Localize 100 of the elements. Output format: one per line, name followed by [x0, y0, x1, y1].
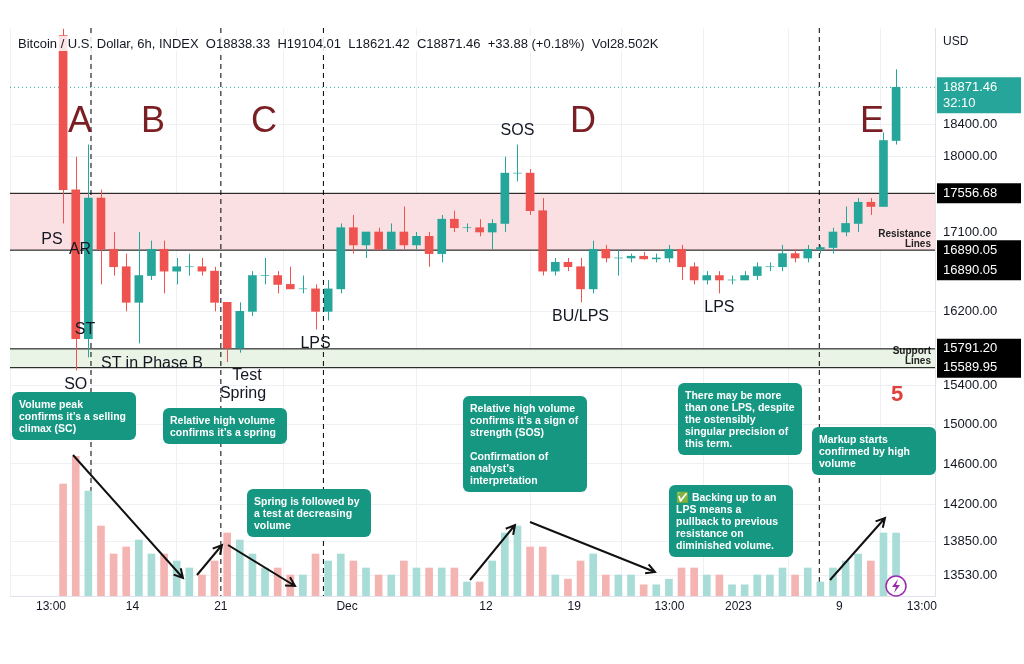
callout: Volume peak confirms it’s a selling climax (SC): [12, 392, 136, 441]
bar: [665, 578, 673, 596]
bar: [425, 567, 433, 596]
callout: Relative high volume confirms it’s a spring: [163, 408, 287, 445]
bar: [84, 490, 93, 596]
y-tick-label: 18400.00: [943, 116, 998, 132]
bar: [740, 584, 749, 596]
bar: [639, 584, 648, 596]
bar: [564, 578, 572, 596]
y-tick-label: 16200.00: [943, 302, 998, 318]
y-tick-label: 17100.00: [943, 223, 998, 239]
annotation: PS: [41, 230, 63, 248]
annotation: Test: [232, 366, 263, 384]
bar: [135, 539, 143, 596]
candlestick: [109, 231, 118, 277]
candlestick: [677, 244, 686, 281]
bar: [147, 553, 156, 596]
bar: [867, 560, 875, 596]
x-tick-label: 14: [125, 598, 140, 613]
candlestick: [450, 210, 459, 233]
x-tick-label: 13:00: [36, 598, 67, 613]
annotation: B: [140, 98, 166, 140]
ref-line-label: 17556.68: [943, 184, 998, 200]
bar: [374, 574, 383, 596]
x-tick-label: 21: [214, 598, 228, 613]
x-tick-label: 13:00: [654, 598, 685, 613]
candlestick: [273, 270, 282, 294]
annotation: SO: [64, 374, 88, 392]
bar: [185, 567, 194, 596]
bar: [829, 567, 837, 596]
annotation: E: [859, 98, 885, 140]
candlestick: [853, 197, 863, 233]
ref-line-label: 15791.20: [943, 340, 998, 356]
bar: [803, 567, 812, 596]
bar: [387, 574, 396, 596]
candlestick: [828, 227, 838, 255]
bar: [627, 574, 635, 596]
band-label: Resistance Lines: [878, 227, 932, 249]
candlestick: [323, 279, 333, 321]
candlestick: [715, 270, 724, 294]
bar: [437, 567, 446, 596]
candlestick: [386, 222, 396, 250]
y-tick-label: 15400.00: [943, 377, 998, 393]
candlestick: [285, 266, 295, 290]
bar: [652, 584, 661, 596]
bar: [677, 567, 686, 596]
bar: [223, 532, 232, 596]
annotation: 5: [890, 381, 904, 407]
bar: [109, 553, 118, 596]
candlestick: [349, 214, 358, 255]
bar: [235, 539, 244, 596]
bar: [614, 574, 623, 596]
bar: [210, 560, 219, 596]
ref-line-label: 18871.46 32:10: [943, 78, 998, 110]
bar: [261, 567, 269, 596]
bar: [311, 553, 320, 596]
callout: Relative high volume confirms it’s a sign of strength (SOS) Confirmation of analyst’s interpretation: [463, 396, 587, 493]
callout: ✅ Backing up to an LPS means a pullback to previous resistance on diminished volume.: [669, 485, 793, 558]
bar: [538, 546, 547, 596]
x-tick-label: 19: [567, 598, 582, 613]
bar: [728, 584, 736, 596]
bar: [450, 567, 459, 596]
y-tick-label: 14600.00: [943, 455, 998, 471]
bar: [715, 574, 724, 596]
bar: [589, 553, 598, 596]
callout: There may be more than one LPS, despite the ostensibly singular precision of this term.: [678, 383, 802, 456]
candlestick: [184, 253, 194, 277]
callout: Markup starts confirmed by high volume: [812, 427, 936, 476]
bar: [59, 483, 67, 596]
annotation: LPS: [300, 333, 331, 351]
annotation: Spring: [219, 384, 267, 402]
y-tick-label: 13850.00: [943, 532, 998, 548]
bar: [122, 546, 131, 596]
annotation: BU/LPS: [552, 306, 610, 324]
bar: [778, 567, 787, 596]
bar: [753, 574, 762, 596]
bar: [766, 574, 774, 596]
candlestick: [172, 257, 182, 285]
bar: [690, 567, 698, 596]
candlestick: [576, 257, 585, 303]
x-tick-label: 12: [479, 598, 493, 613]
callout: Spring is followed by a test at decreasing volume: [247, 489, 371, 538]
x-tick-label: Dec: [336, 598, 358, 613]
bar: [400, 560, 408, 596]
bar: [198, 574, 206, 596]
y-tick-label: 14200.00: [943, 496, 998, 512]
bar: [791, 574, 799, 596]
candlestick: [159, 240, 169, 294]
y-tick-label: 18000.00: [943, 148, 998, 164]
annotation: SOS: [500, 120, 535, 138]
candlestick: [778, 244, 787, 272]
x-tick-label: 13:00: [906, 598, 938, 613]
candlestick: [260, 257, 270, 285]
x-tick-label: 9: [835, 598, 843, 613]
ref-line-label: 16890.05 16890.05: [943, 241, 998, 277]
ref-line-label: 15589.95: [943, 359, 998, 375]
bar: [488, 560, 497, 596]
annotation: D: [570, 98, 596, 140]
candlestick: [311, 283, 320, 331]
annotation: A: [67, 98, 93, 140]
